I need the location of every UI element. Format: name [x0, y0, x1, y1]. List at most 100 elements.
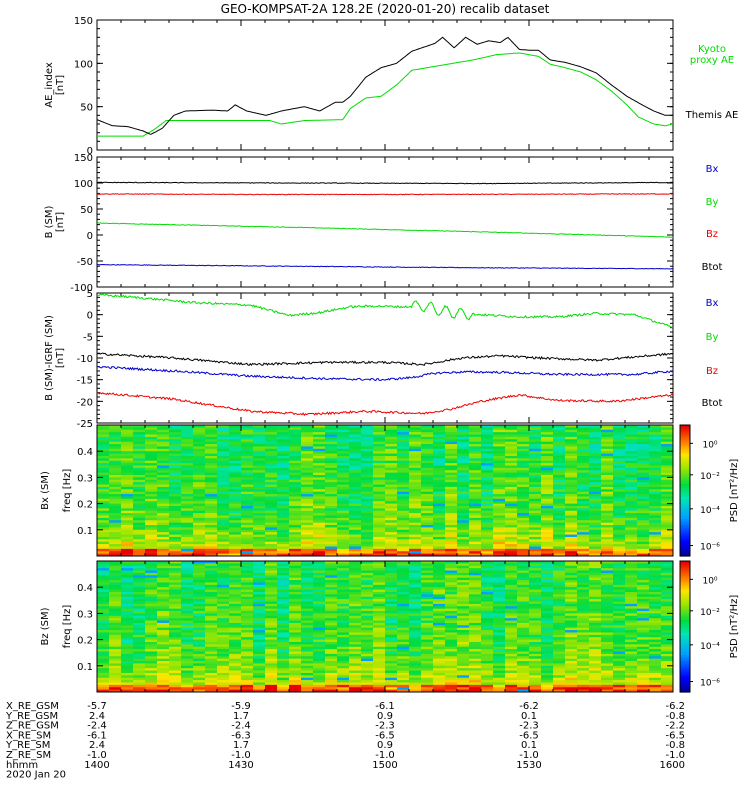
line-panel-2: -100 -50 0 50 100 150 B (SM)[nT] Bx By Bz Btot: [44, 153, 722, 294]
ephemeris-value: -6.3: [231, 730, 251, 741]
ephemeris-table: X_RE_GSMY_RE_GSMZ_RE_GSMX_RE_SMY_RE_SMZ_…: [5, 701, 685, 781]
y-axis-label: B (SM)[nT]: [44, 205, 66, 238]
y-tick-label: 0.3: [77, 473, 93, 484]
component-label: Bz (SM): [40, 607, 51, 645]
colorbar-label: PSD [nT²/Hz]: [729, 595, 740, 659]
ephemeris-value: -6.5: [519, 730, 539, 741]
component-label: Bx (SM): [40, 471, 51, 510]
ephemeris-value: -2.3: [375, 721, 395, 732]
colorbar-tick-label: 10⁰: [702, 440, 717, 450]
legend-entry: By: [706, 197, 719, 208]
colorbar-tick-label: 10⁻⁴: [700, 506, 720, 516]
y-axis-label: AE_index[nT]: [44, 62, 66, 108]
colorbar-tick-label: 10⁻⁴: [700, 642, 720, 652]
y-tick-label: 0.1: [77, 526, 93, 537]
legend-entry: By: [706, 332, 719, 343]
ephemeris-label: Z_RE_SM: [6, 750, 51, 761]
ephemeris-label: Y_RE_SM: [5, 740, 50, 751]
ephemeris-value: -6.2: [519, 701, 539, 712]
ephemeris-value: -6.1: [87, 730, 107, 741]
colorbar-tick-label: 10⁻⁶: [700, 679, 720, 689]
ephemeris-date: 2020 Jan 20: [6, 770, 66, 781]
y-tick-label: 0.3: [77, 609, 93, 620]
y-tick-label: 0: [87, 231, 93, 242]
y-tick-label: -50: [77, 257, 93, 268]
y-tick-label: 0: [87, 311, 93, 322]
series-line-bz: [96, 193, 674, 196]
y-tick-label: -20: [77, 397, 93, 408]
y-axis-label: B (SM)-IGRF (SM)[nT]: [44, 315, 66, 401]
y-tick-label: 0.2: [77, 636, 93, 647]
colorbar-tick-label: 10⁻²: [700, 472, 720, 482]
ephemeris-value: -0.8: [665, 740, 685, 751]
series-line-kyoto-proxy-ae: [97, 52, 674, 137]
y-tick-label: 100: [74, 59, 93, 70]
series-line-bz: [96, 391, 674, 417]
spectrogram-panel-2: 0.1 0.2 0.3 0.4 Bz (SM) freq [Hz] 10⁰ 10⁻² 10⁻⁴ 1…: [40, 560, 740, 693]
ephemeris-value: -2.4: [231, 721, 251, 732]
y-tick-label: -5: [83, 332, 93, 343]
ephemeris-value: 1.7: [233, 711, 249, 722]
svg-text:freq [Hz]: freq [Hz]: [62, 469, 73, 513]
ephemeris-value: 1430: [228, 760, 253, 771]
ephemeris-value: -6.1: [375, 701, 395, 712]
legend-entry: Themis AE: [685, 110, 739, 121]
ephemeris-value: -1.0: [231, 750, 251, 761]
y-tick-label: 150: [74, 16, 93, 27]
ephemeris-value: -6.5: [375, 730, 395, 741]
y-tick-label: 0.1: [77, 662, 93, 673]
y-tick-label: 0: [87, 146, 93, 157]
svg-text:AE_index[nT]: AE_index[nT]: [44, 62, 66, 108]
y-tick-label: 0.4: [77, 447, 93, 458]
ephemeris-value: 0.1: [521, 711, 537, 722]
colorbar: [679, 560, 691, 693]
colorbar-tick-label: 10⁻²: [700, 608, 720, 618]
figure-title: GEO-KOMPSAT-2A 128.2E (2020-01-20) recal…: [221, 2, 550, 16]
y-tick-label: -25: [77, 419, 93, 430]
series-line-by: [96, 293, 674, 329]
y-tick-label: 0.2: [77, 500, 93, 511]
y-tick-label: 0.4: [77, 583, 93, 594]
y-axis-label: freq [Hz]: [62, 469, 73, 513]
ephemeris-value: -6.2: [665, 701, 685, 712]
ephemeris-value: -5.7: [87, 701, 107, 712]
ephemeris-value: 2.4: [89, 740, 105, 751]
ephemeris-label: Z_RE_GSM: [6, 721, 59, 732]
ephemeris-label: X_RE_GSM: [6, 701, 59, 712]
legend-entry: Bz: [706, 229, 718, 240]
svg-text:PSD [nT²/Hz]: PSD [nT²/Hz]: [729, 459, 740, 523]
y-tick-label: 50: [80, 205, 93, 216]
ephemeris-value: -1.0: [665, 750, 685, 761]
ephemeris-value: -2.3: [519, 721, 539, 732]
legend-entry: Bx: [706, 164, 719, 175]
ephemeris-label: Y_RE_GSM: [5, 711, 58, 722]
ephemeris-value: 1530: [516, 760, 541, 771]
ephemeris-value: -1.0: [87, 750, 107, 761]
colorbar-label: PSD [nT²/Hz]: [729, 459, 740, 523]
ephemeris-value: -6.5: [665, 730, 685, 741]
series-line-bx: [96, 365, 674, 382]
spectrogram-panels: 0.1 0.2 0.3 0.4 Bx (SM) freq [Hz] 10⁰ 10⁻² 10⁻⁴ 1…: [40, 424, 740, 693]
series-line-btot: [96, 181, 673, 185]
legend-entry: Kyoto proxy AE: [690, 44, 734, 66]
ephemeris-value: 0.9: [377, 740, 393, 751]
colorbar-tick-label: 10⁰: [702, 576, 717, 586]
series-line-btot: [96, 352, 674, 367]
ephemeris-value: 0.9: [377, 711, 393, 722]
ephemeris-value: -5.9: [231, 701, 251, 712]
line-panel-1: 0 50 100 150 AE_index[nT] Kyoto proxy AE Themis…: [44, 16, 738, 157]
ephemeris-value: 1400: [84, 760, 109, 771]
series-line-bx: [97, 263, 674, 270]
panel-frame: [96, 19, 674, 151]
y-tick-label: 5: [87, 289, 93, 300]
y-tick-label: -10: [77, 354, 93, 365]
ephemeris-value: -1.0: [519, 750, 539, 761]
ephemeris-value: 0.1: [521, 740, 537, 751]
y-tick-label: 50: [80, 103, 93, 114]
ephemeris-value: 1600: [660, 760, 685, 771]
y-axis-label: freq [Hz]: [62, 605, 73, 649]
line-panel-3: -25 -20 -15 -10 -5 0 5 B (SM)-IGRF (SM)[nT] Bx By…: [44, 289, 722, 430]
y-tick-label: -15: [77, 376, 93, 387]
